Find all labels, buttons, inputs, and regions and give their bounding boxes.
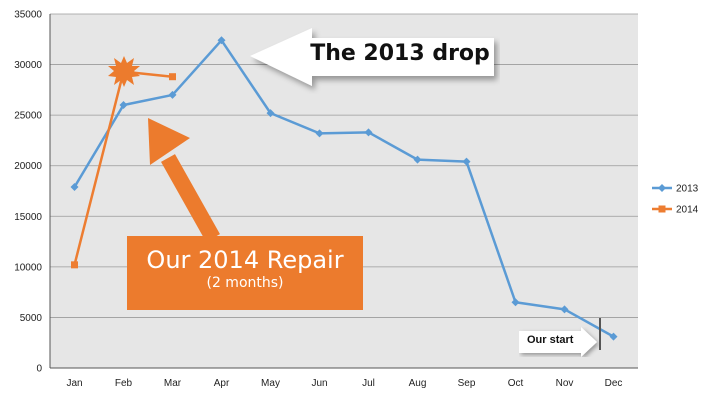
x-tick-label: May <box>261 378 280 389</box>
drop-label: The 2013 drop <box>310 41 490 66</box>
legend: 2013 2014 <box>652 184 699 216</box>
data-point <box>364 128 373 137</box>
x-tick-label: Nov <box>556 378 574 389</box>
data-point <box>511 298 520 307</box>
repair-subtitle: (2 months) <box>206 275 284 291</box>
y-tick-label: 0 <box>36 364 42 375</box>
data-point <box>266 109 275 118</box>
legend-marker <box>658 205 666 213</box>
y-tick-label: 5000 <box>20 313 43 324</box>
data-point <box>70 182 79 191</box>
y-tick-label: 30000 <box>14 60 42 71</box>
data-point <box>315 129 324 138</box>
start-callout: Our start <box>519 327 599 357</box>
x-tick-label: Mar <box>164 378 182 389</box>
data-point <box>217 36 226 45</box>
start-arrow-shape <box>519 327 597 357</box>
data-point <box>168 90 177 99</box>
data-point <box>169 73 176 81</box>
data-point <box>119 101 128 110</box>
x-tick-label: Dec <box>605 378 623 389</box>
x-tick-label: Aug <box>409 378 427 389</box>
drop-callout: The 2013 drop <box>250 24 500 94</box>
repair-title: Our 2014 Repair <box>146 246 344 274</box>
x-tick-label: Jul <box>362 378 375 389</box>
y-tick-label: 15000 <box>14 212 42 223</box>
series-line-2013 <box>73 39 615 338</box>
starburst-icon <box>108 56 140 87</box>
x-tick-label: Apr <box>214 378 230 389</box>
data-point <box>609 332 618 341</box>
x-tick-label: Jan <box>66 378 82 389</box>
x-tick-label: Sep <box>458 378 476 389</box>
start-label: Our start <box>527 334 574 346</box>
x-tick-label: Oct <box>508 378 524 389</box>
y-tick-label: 35000 <box>14 10 42 21</box>
data-point <box>560 305 569 314</box>
repair-arrow <box>148 118 220 242</box>
data-point <box>71 261 78 269</box>
legend-label: 2014 <box>676 205 699 216</box>
y-tick-label: 20000 <box>14 161 42 172</box>
y-tick-label: 25000 <box>14 111 42 122</box>
callout-arrow-shape <box>250 28 494 86</box>
data-point <box>462 157 471 166</box>
x-tick-label: Jun <box>311 378 327 389</box>
legend-marker <box>658 184 666 192</box>
x-tick-label: Feb <box>115 378 133 389</box>
legend-label: 2013 <box>676 184 699 195</box>
axes: 0 5000 10000 15000 20000 25000 30000 35000 Jan Fe… <box>14 10 638 389</box>
repair-callout: Our 2014 Repair (2 months) <box>127 236 363 310</box>
data-point <box>413 155 422 164</box>
y-tick-label: 10000 <box>14 262 42 273</box>
